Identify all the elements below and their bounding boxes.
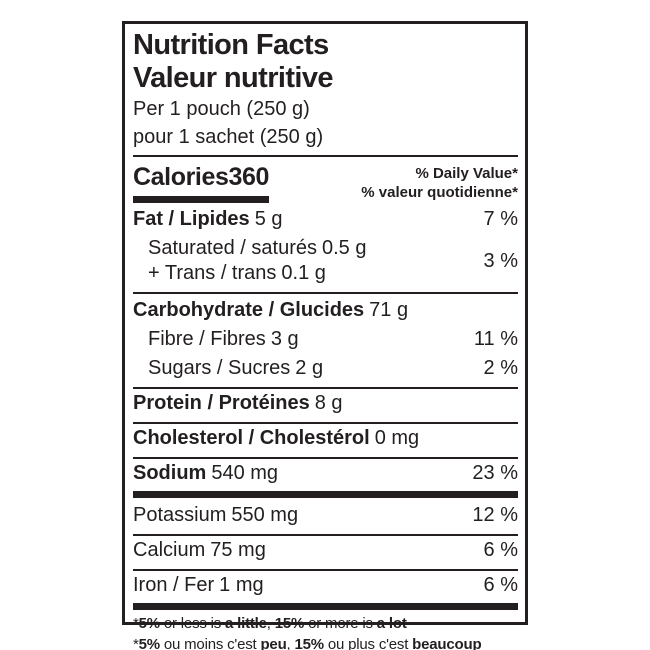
divider (133, 292, 518, 294)
nutrient-amount: 5 g (254, 208, 283, 230)
footnote-text: or more is (304, 615, 377, 632)
nutrient-name-cell: Potassium 550 mg (133, 503, 298, 528)
calories-row: Calories360 % Daily Value* % valeur quot… (133, 163, 518, 203)
footnote-text: ou plus c'est (323, 636, 413, 650)
footnote-pct-high: 15% (294, 636, 324, 650)
row-protein: Protein / Protéines 8 g (133, 389, 518, 418)
row-iron: Iron / Fer 1 mg 6 % (133, 571, 518, 600)
nutrient-name: + Trans / trans (148, 262, 277, 284)
nutrient-name-cell: Calcium 75 mg (133, 538, 266, 563)
nutrient-amount: 1 mg (219, 574, 264, 596)
divider (133, 569, 518, 571)
divider (133, 155, 518, 157)
daily-value: 2 % (483, 357, 518, 379)
divider (133, 534, 518, 536)
footnote-asterisk: * (133, 636, 139, 650)
nutrient-name-cell: Fibre / Fibres 3 g (133, 327, 299, 352)
row-potassium: Potassium 550 mg 12 % (133, 501, 518, 530)
nutrient-amount: 71 g (369, 299, 409, 321)
nutrient-name-cell: Cholesterol / Cholestérol 0 mg (133, 426, 419, 451)
row-sodium: Sodium 540 mg 23 % (133, 459, 518, 488)
nutrient-name: Protein / Protéines (133, 392, 310, 414)
daily-value: 23 % (472, 462, 518, 484)
daily-value-header: % Daily Value* % valeur quotidienne* (361, 164, 518, 202)
nutrient-name: Sodium (133, 462, 207, 484)
footnote-french: *5% ou moins c'est peu, 15% ou plus c'es… (133, 634, 518, 650)
footnote-high-label: beaucoup (412, 636, 482, 650)
calories-label: Calories (133, 163, 229, 191)
nutrient-amount: 8 g (314, 392, 343, 414)
nutrient-name: Calcium (133, 539, 206, 561)
nutrient-name-cell: Fat / Lipides 5 g (133, 207, 283, 232)
trans-line: + Trans / trans 0.1 g (148, 261, 366, 286)
daily-value-header-french: % valeur quotidienne* (361, 184, 518, 201)
divider (133, 457, 518, 459)
nutrient-name-cell: Saturated / saturés 0.5 g + Trans / trans… (133, 236, 366, 286)
daily-value: 11 % (473, 328, 518, 350)
nutrient-amount: 3 g (270, 328, 299, 350)
nutrient-name-cell: Iron / Fer 1 mg (133, 573, 264, 598)
footnote-text: , (286, 636, 295, 650)
row-cholesterol: Cholesterol / Cholestérol 0 mg (133, 424, 518, 453)
nutrient-name: Cholesterol / Cholestérol (133, 427, 370, 449)
row-fat: Fat / Lipides 5 g 7 % (133, 203, 518, 234)
divider (133, 387, 518, 389)
footnote-text: ou moins c'est (159, 636, 261, 650)
row-calcium: Calcium 75 mg 6 % (133, 536, 518, 565)
title-french: Valeur nutritive (133, 62, 334, 94)
nutrient-name-cell: Carbohydrate / Glucides 71 g (133, 298, 408, 323)
nutrient-name: Fat / Lipides (133, 208, 250, 230)
nutrient-name: Carbohydrate / Glucides (133, 299, 365, 321)
nutrient-amount: 0.5 g (321, 237, 367, 259)
nutrient-name-cell: Protein / Protéines 8 g (133, 391, 343, 416)
nutrient-amount: 2 g (295, 357, 324, 379)
calories-amount: 360 (228, 163, 269, 191)
nutrient-amount: 75 mg (210, 539, 266, 561)
footnote-english: *5% or less is a little, 15% or more is … (133, 613, 518, 634)
nutrient-name-cell: Sodium 540 mg (133, 461, 278, 486)
footnote-high-label: a lot (376, 615, 407, 632)
title-english: Nutrition Facts (133, 29, 329, 61)
nutrient-name: Saturated / saturés (148, 237, 317, 259)
nutrient-name: Iron / Fer (133, 574, 215, 596)
nutrient-name: Sugars / Sucres (148, 357, 291, 379)
footnote-block: *5% or less is a little, 15% or more is … (133, 613, 518, 650)
nutrient-name-cell: Sugars / Sucres 2 g (133, 356, 323, 381)
daily-value: 12 % (472, 504, 518, 526)
divider (133, 422, 518, 424)
serving-size-french: pour 1 sachet (250 g) (133, 126, 324, 148)
nutrient-amount: 0 mg (374, 427, 420, 449)
footnote-text: or less is (159, 615, 226, 632)
serving-size-english: Per 1 pouch (250 g) (133, 98, 310, 120)
daily-value: 3 % (483, 249, 518, 272)
daily-value-header-english: % Daily Value* (415, 165, 518, 182)
footnote-text: , (266, 615, 275, 632)
daily-value: 6 % (483, 539, 518, 561)
footnote-asterisk: * (133, 615, 139, 632)
nutrient-name: Potassium (133, 504, 227, 526)
row-fibre: Fibre / Fibres 3 g 11 % (133, 325, 518, 354)
calories-value: Calories360 (133, 163, 269, 203)
nutrient-amount: 0.1 g (281, 262, 326, 284)
nutrition-facts-label: Nutrition Facts Valeur nutritive Per 1 p… (122, 21, 528, 650)
row-saturated-trans: Saturated / saturés 0.5 g + Trans / trans… (133, 234, 518, 288)
footnote-low-label: a little (225, 615, 267, 632)
footnote-pct-low: 5% (138, 615, 160, 632)
footnote-low-label: peu (260, 636, 287, 650)
daily-value: 6 % (483, 574, 518, 596)
row-sugars: Sugars / Sucres 2 g 2 % (133, 354, 518, 383)
saturated-line: Saturated / saturés 0.5 g (148, 236, 366, 261)
thick-divider (133, 603, 518, 610)
footnote-pct-low: 5% (138, 636, 160, 650)
nutrient-amount: 550 mg (231, 504, 299, 526)
row-carbohydrate: Carbohydrate / Glucides 71 g (133, 294, 518, 325)
daily-value: 7 % (483, 208, 518, 230)
nutrient-name: Fibre / Fibres (148, 328, 266, 350)
footnote-pct-high: 15% (274, 615, 305, 632)
thick-divider (133, 491, 518, 498)
nutrient-amount: 540 mg (211, 462, 279, 484)
